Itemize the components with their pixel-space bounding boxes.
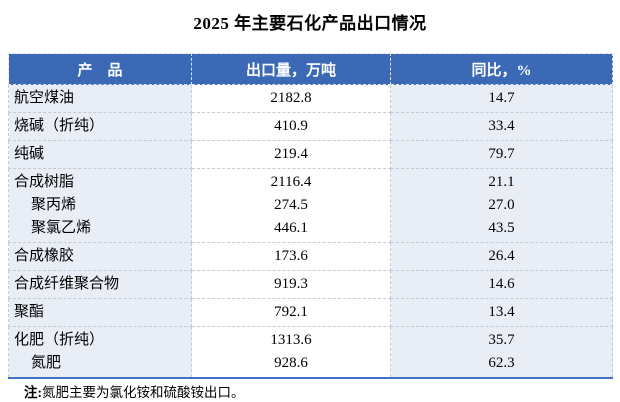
cell-line: 2182.8 (270, 90, 312, 106)
product-cell: 纯碱 (8, 140, 192, 169)
column-header-yoy: 同比，% (390, 53, 613, 85)
table-row: 合成纤维聚合物 919.3 14.6 (8, 270, 613, 299)
cell-line: 79.7 (488, 146, 515, 162)
table-row: 合成树脂聚丙烯聚氯乙烯 2116.4 274.5 446.1 21.1 27.0 43.5 (8, 168, 613, 243)
volume-cell: 410.9 (191, 112, 391, 141)
product-cell: 合成树脂聚丙烯聚氯乙烯 (8, 168, 192, 243)
yoy-cell: 14.6 (390, 270, 613, 299)
column-header-volume: 出口量，万吨 (191, 53, 391, 85)
yoy-cell: 21.1 27.0 43.5 (390, 168, 613, 243)
page-title: 2025 年主要石化产品出口情况 (193, 14, 427, 33)
footnote-text: 氮肥主要为氯化铵和硫酸铵出口。 (42, 385, 245, 400)
cell-line: 纯碱 (14, 146, 45, 162)
cell-line: 219.4 (274, 146, 308, 162)
cell-line: 2116.4 (270, 174, 312, 190)
cell-line: 27.0 (488, 197, 515, 213)
cell-line: 合成纤维聚合物 (14, 276, 120, 292)
cell-line: 43.5 (488, 220, 515, 236)
cell-line: 化肥（折纯） (14, 332, 105, 348)
yoy-cell: 35.7 62.3 (390, 326, 613, 379)
volume-cell: 919.3 (191, 270, 391, 299)
cell-line: 航空煤油 (14, 90, 75, 106)
cell-line: 274.5 (274, 197, 308, 213)
cell-line: 62.3 (488, 355, 515, 371)
export-table: 产 品出口量，万吨 同比，% 航空煤油 2182.8 14.7 烧碱（折纯） 410.9 3… (8, 53, 613, 379)
table-row: 烧碱（折纯） 410.9 33.4 (8, 112, 613, 141)
cell-line: 聚氯乙烯 (31, 220, 92, 236)
header-row: 产 品出口量，万吨 同比，% (8, 53, 613, 85)
cell-line: 1313.6 (270, 332, 312, 348)
cell-line: 21.1 (488, 174, 515, 190)
yoy-cell: 33.4 (390, 112, 613, 141)
cell-line: 792.1 (274, 304, 308, 320)
report-page: 2025 年主要石化产品出口情况 产 品出口量，万吨 同比，% 航空煤油 2182.… (0, 9, 620, 402)
cell-line: 烧碱（折纯） (14, 118, 105, 134)
table-row: 合成橡胶 173.6 26.4 (8, 242, 613, 271)
yoy-cell: 26.4 (390, 242, 613, 271)
volume-cell: 2182.8 (191, 84, 391, 113)
table-row: 航空煤油 2182.8 14.7 (8, 84, 613, 113)
table-header: 产 品出口量，万吨 同比，% (8, 53, 613, 85)
cell-line: 合成橡胶 (14, 248, 75, 264)
cell-line: 聚酯 (14, 304, 45, 320)
product-cell: 聚酯 (8, 298, 192, 327)
cell-line: 合成树脂 (14, 174, 75, 190)
volume-cell: 792.1 (191, 298, 391, 327)
product-cell: 化肥（折纯） 氮肥 (8, 326, 192, 379)
volume-cell: 173.6 (191, 242, 391, 271)
footnote-label: 注: (24, 385, 42, 400)
product-cell: 合成纤维聚合物 (8, 270, 192, 299)
cell-line: 26.4 (488, 248, 515, 264)
footnote: 注:氮肥主要为氯化铵和硫酸铵出口。 (24, 381, 245, 401)
cell-line: 聚丙烯 (31, 197, 77, 213)
cell-line: 928.6 (274, 355, 308, 371)
yoy-cell: 13.4 (390, 298, 613, 327)
volume-cell: 2116.4 274.5 446.1 (191, 168, 391, 243)
volume-cell: 1313.6 928.6 (191, 326, 391, 379)
table-row: 纯碱 219.4 79.7 (8, 140, 613, 169)
yoy-cell: 14.7 (390, 84, 613, 113)
cell-line: 410.9 (274, 118, 308, 134)
cell-line: 14.7 (488, 90, 515, 106)
cell-line: 33.4 (488, 118, 515, 134)
cell-line: 446.1 (274, 220, 308, 236)
yoy-cell: 79.7 (390, 140, 613, 169)
table-row: 聚酯 792.1 13.4 (8, 298, 613, 327)
table-row: 化肥（折纯） 氮肥 1313.6 928.6 35.7 62.3 (8, 326, 613, 379)
cell-line: 173.6 (274, 248, 308, 264)
cell-line: 919.3 (274, 276, 308, 292)
column-header-product: 产 品 (8, 53, 192, 85)
product-cell: 航空煤油 (8, 84, 192, 113)
table-body: 航空煤油 2182.8 14.7 烧碱（折纯） 410.9 33.4 纯碱 219.4 79.7… (8, 84, 613, 379)
cell-line: 13.4 (488, 304, 515, 320)
product-cell: 合成橡胶 (8, 242, 192, 271)
cell-line: 35.7 (488, 332, 515, 348)
cell-line: 氮肥 (31, 355, 62, 371)
product-cell: 烧碱（折纯） (8, 112, 192, 141)
volume-cell: 219.4 (191, 140, 391, 169)
cell-line: 14.6 (488, 276, 515, 292)
